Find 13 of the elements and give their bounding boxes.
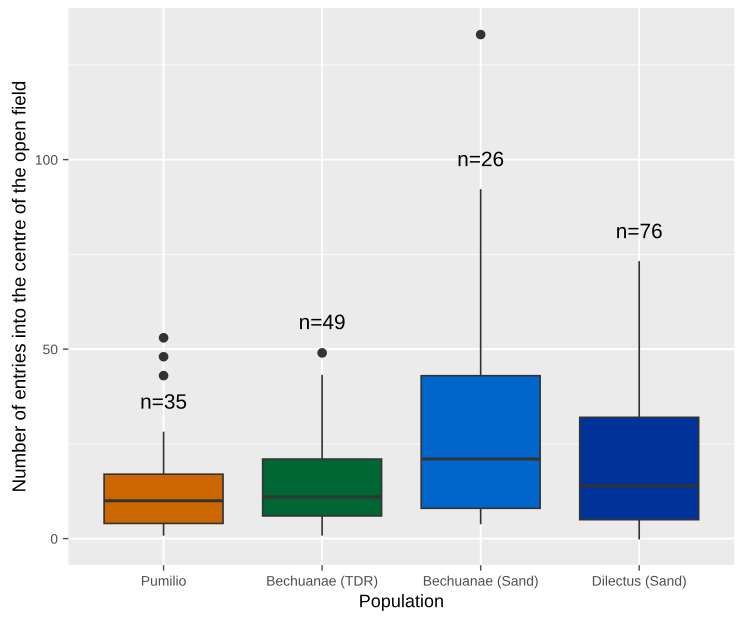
annotation: n=35 (141, 394, 186, 409)
x-tick-label: Bechuanae (TDR) (267, 576, 378, 589)
annotation: n=76 (617, 224, 662, 238)
y-tick-label: 0 (50, 534, 58, 544)
y-axis-title: Number of entries into the centre of the open field (12, 82, 30, 491)
annotation: n=26 (458, 152, 504, 166)
y-tick-label: 100 (36, 154, 58, 165)
y-tick-label: 50 (43, 344, 58, 354)
x-tick-label: Pumilio (142, 576, 186, 586)
annotation: n=49 (300, 314, 345, 330)
x-tick-label: Dilectus (Sand) (592, 576, 686, 589)
x-tick-label: Bechuanae (Sand) (424, 576, 538, 589)
x-axis-title: Population (360, 594, 443, 611)
